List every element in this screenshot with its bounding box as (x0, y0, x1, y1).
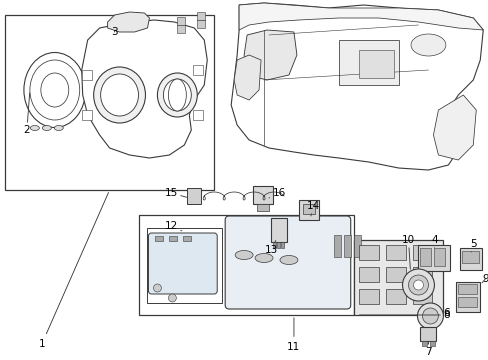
Bar (433, 248, 445, 266)
Polygon shape (231, 3, 482, 170)
Ellipse shape (157, 73, 197, 117)
Text: 12: 12 (164, 221, 182, 231)
Bar (420, 248, 430, 266)
FancyBboxPatch shape (148, 233, 217, 294)
Text: 8: 8 (359, 310, 449, 320)
Bar (457, 297, 476, 307)
Text: 4: 4 (430, 235, 437, 248)
Text: 7: 7 (424, 342, 431, 357)
Bar (272, 242, 275, 248)
Text: 14: 14 (306, 201, 320, 216)
Bar (177, 17, 185, 33)
Bar (461, 251, 478, 263)
Ellipse shape (94, 67, 145, 123)
Circle shape (402, 269, 433, 301)
Polygon shape (234, 55, 261, 100)
Bar (270, 218, 286, 242)
Bar (253, 186, 272, 204)
Bar (358, 50, 393, 78)
Ellipse shape (410, 34, 445, 56)
Ellipse shape (30, 60, 80, 120)
Ellipse shape (168, 79, 186, 111)
Polygon shape (107, 12, 149, 32)
Ellipse shape (41, 73, 69, 107)
Bar (358, 245, 378, 260)
Bar (338, 40, 398, 85)
Bar (81, 110, 91, 120)
Bar (385, 267, 405, 282)
Circle shape (413, 280, 423, 290)
Ellipse shape (235, 251, 253, 260)
Bar (412, 289, 431, 304)
Polygon shape (244, 30, 296, 80)
Bar (139, 215, 353, 315)
Ellipse shape (280, 256, 297, 265)
Text: 15: 15 (164, 188, 186, 198)
Bar (455, 282, 479, 312)
Bar (147, 228, 222, 303)
Bar (358, 289, 378, 304)
Bar (193, 65, 203, 75)
Bar (385, 289, 405, 304)
Bar (276, 242, 280, 248)
Text: 11: 11 (287, 318, 300, 352)
Text: 2: 2 (23, 93, 30, 135)
Text: 3: 3 (111, 27, 118, 37)
Bar (422, 341, 427, 346)
Bar (169, 236, 177, 241)
Bar (197, 12, 205, 28)
Text: 1: 1 (39, 193, 108, 349)
Bar (418, 245, 449, 271)
Bar (457, 284, 476, 294)
Ellipse shape (255, 253, 272, 262)
Circle shape (153, 284, 161, 292)
Ellipse shape (42, 126, 51, 131)
Ellipse shape (30, 126, 39, 131)
Ellipse shape (163, 79, 191, 111)
Bar (155, 236, 163, 241)
Bar (353, 235, 360, 257)
Ellipse shape (24, 53, 85, 127)
Bar (193, 110, 203, 120)
Bar (81, 70, 91, 80)
Ellipse shape (101, 74, 138, 116)
Bar (412, 245, 431, 260)
Bar (5, 15, 214, 190)
Text: 16: 16 (268, 188, 285, 198)
FancyBboxPatch shape (225, 216, 350, 309)
Bar (187, 188, 201, 204)
Circle shape (407, 275, 427, 295)
Polygon shape (239, 3, 482, 30)
Polygon shape (81, 20, 207, 158)
Circle shape (168, 294, 176, 302)
Bar (257, 204, 268, 211)
Bar (358, 267, 378, 282)
Text: 13: 13 (264, 240, 277, 255)
Bar (385, 245, 405, 260)
Bar (412, 267, 431, 282)
Text: 9: 9 (481, 274, 488, 284)
Circle shape (417, 303, 443, 329)
Text: 5: 5 (469, 239, 476, 252)
Bar (343, 235, 350, 257)
Bar (281, 242, 284, 248)
Bar (183, 236, 191, 241)
Bar (298, 200, 318, 220)
Ellipse shape (54, 126, 63, 131)
Text: 6: 6 (442, 308, 449, 318)
Text: 10: 10 (401, 235, 414, 269)
Bar (302, 204, 314, 214)
Bar (353, 240, 443, 315)
Bar (459, 248, 481, 270)
Circle shape (422, 308, 438, 324)
Bar (429, 341, 434, 346)
Bar (420, 327, 435, 341)
Polygon shape (432, 95, 475, 160)
Bar (333, 235, 340, 257)
